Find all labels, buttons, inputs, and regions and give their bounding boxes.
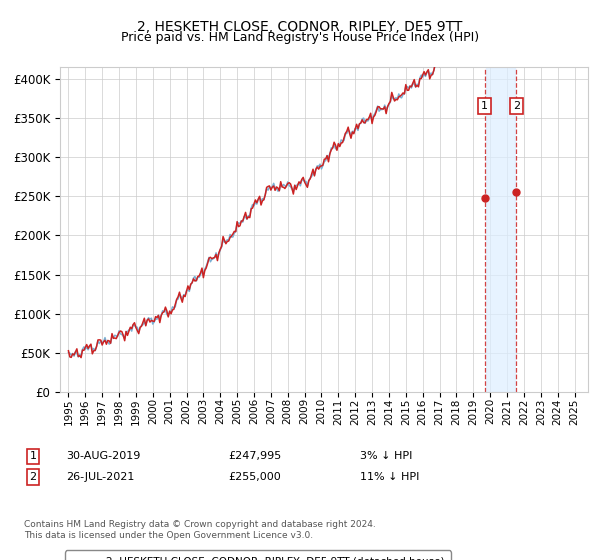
Text: 2, HESKETH CLOSE, CODNOR, RIPLEY, DE5 9TT: 2, HESKETH CLOSE, CODNOR, RIPLEY, DE5 9T… (137, 20, 463, 34)
Text: 2: 2 (513, 101, 520, 111)
Text: 11% ↓ HPI: 11% ↓ HPI (360, 472, 419, 482)
Text: 3% ↓ HPI: 3% ↓ HPI (360, 451, 412, 461)
Text: 1: 1 (29, 451, 37, 461)
Legend: 2, HESKETH CLOSE, CODNOR, RIPLEY, DE5 9TT (detached house), HPI: Average price, : 2, HESKETH CLOSE, CODNOR, RIPLEY, DE5 9T… (65, 550, 451, 560)
Text: £247,995: £247,995 (228, 451, 281, 461)
Text: £255,000: £255,000 (228, 472, 281, 482)
Text: 30-AUG-2019: 30-AUG-2019 (66, 451, 140, 461)
Text: 1: 1 (481, 101, 488, 111)
Text: Contains HM Land Registry data © Crown copyright and database right 2024.
This d: Contains HM Land Registry data © Crown c… (24, 520, 376, 540)
Text: Price paid vs. HM Land Registry's House Price Index (HPI): Price paid vs. HM Land Registry's House … (121, 31, 479, 44)
Text: 26-JUL-2021: 26-JUL-2021 (66, 472, 134, 482)
Text: 2: 2 (29, 472, 37, 482)
